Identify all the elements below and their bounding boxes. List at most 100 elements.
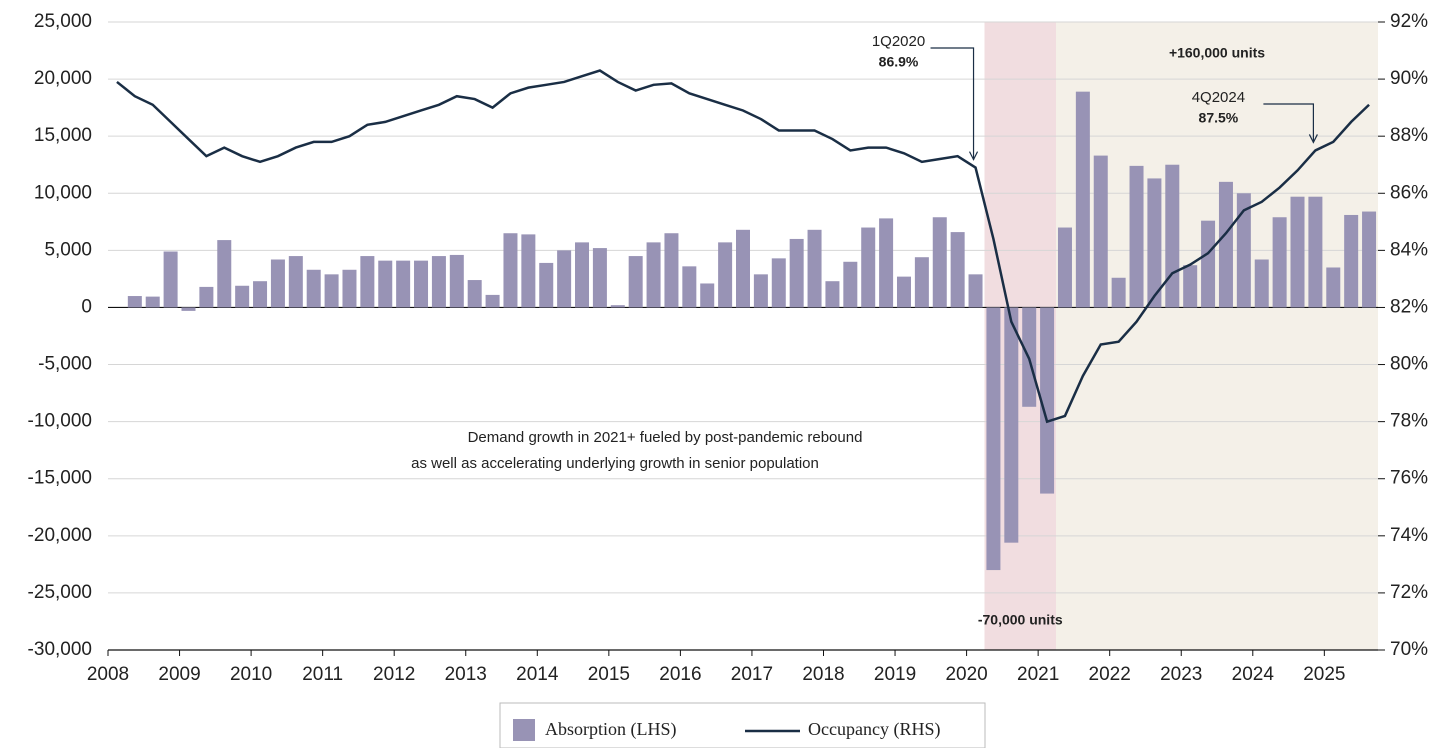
bar (1111, 277, 1126, 308)
x-tick-label: 2017 (731, 664, 773, 685)
y-tick-label: -5,000 (38, 354, 92, 375)
y2-tick-label: 86% (1390, 182, 1428, 203)
bar (700, 283, 715, 308)
bar (1290, 196, 1305, 308)
bar (342, 269, 357, 308)
bar (950, 232, 965, 308)
bar (825, 281, 840, 308)
x-tick-label: 2009 (158, 664, 200, 685)
bar (449, 254, 464, 308)
bar (771, 258, 786, 308)
y2-tick-label: 70% (1390, 639, 1428, 660)
x-tick-label: 2021 (1017, 664, 1059, 685)
y-tick-label: 0 (81, 296, 92, 317)
bar (270, 259, 285, 308)
bar (986, 307, 1001, 571)
bar (396, 260, 411, 308)
annotation-arrow (930, 47, 975, 160)
bar (521, 234, 536, 308)
bar (1147, 178, 1162, 308)
bar (288, 256, 303, 308)
x-tick-label: 2025 (1303, 664, 1345, 685)
bar (306, 269, 321, 308)
y2-tick-label: 90% (1390, 68, 1428, 89)
shaded-region (1056, 22, 1378, 650)
plot (116, 69, 1377, 571)
y2-tick-label: 82% (1390, 296, 1428, 317)
bar (378, 260, 393, 308)
bar (664, 233, 679, 308)
bar (646, 242, 661, 308)
bar (789, 238, 804, 308)
y-tick-label: -20,000 (28, 525, 92, 546)
bar (1183, 265, 1198, 308)
bar (1272, 217, 1287, 308)
y-tick-label: 10,000 (34, 182, 92, 203)
bar (1165, 164, 1180, 308)
y2-tick-label: 84% (1390, 239, 1428, 260)
y2-tick-label: 72% (1390, 582, 1428, 603)
bar (879, 218, 894, 308)
y2-tick-label: 74% (1390, 525, 1428, 546)
bar (1004, 307, 1019, 543)
bar (145, 296, 160, 308)
bar (503, 233, 518, 308)
line (116, 69, 1370, 424)
region-label: +160,000 units (1169, 45, 1265, 61)
annotation: 87.5% (1199, 110, 1239, 126)
y-tick-label: -10,000 (28, 411, 92, 432)
x-tick-label: 2011 (302, 664, 343, 685)
y2-tick-label: 76% (1390, 468, 1428, 489)
bar (1040, 307, 1055, 494)
bar (217, 240, 232, 308)
annotation-arrow (1263, 103, 1314, 143)
legend-box (499, 702, 986, 749)
bar (1326, 267, 1341, 308)
bar (807, 229, 822, 308)
bar (253, 281, 268, 308)
bar (467, 280, 482, 308)
x-tick-label: 2019 (874, 664, 916, 685)
x-tick-label: 2013 (445, 664, 487, 685)
bar (575, 242, 590, 308)
bar (610, 305, 625, 308)
x-tick-label: 2012 (373, 664, 415, 685)
bar (414, 260, 429, 308)
legend-swatch (513, 719, 535, 741)
y-tick-label: 15,000 (34, 125, 92, 146)
x-tick-label: 2023 (1160, 664, 1202, 685)
bar (1201, 220, 1216, 308)
bar (360, 256, 375, 308)
bar (628, 256, 643, 308)
note: Demand growth in 2021+ fueled by post-pa… (468, 429, 863, 446)
x-tick-label: 2018 (802, 664, 844, 685)
bar (932, 217, 947, 308)
bar (1254, 259, 1269, 308)
annotation: 4Q2024 (1192, 89, 1245, 106)
bar (431, 256, 446, 308)
bar (127, 296, 142, 308)
bar (1236, 193, 1251, 308)
bar (896, 276, 911, 308)
bar (861, 227, 876, 308)
bar (557, 250, 572, 308)
x-tick-label: 2024 (1232, 664, 1275, 685)
bar (1362, 211, 1377, 308)
annotation-arrowhead (1308, 134, 1318, 144)
bar (718, 242, 733, 308)
bar (1218, 181, 1233, 308)
bar (736, 229, 750, 308)
x-tick-label: 2015 (588, 664, 630, 685)
bar (163, 251, 178, 308)
legend-label: Absorption (LHS) (545, 719, 677, 740)
bar (324, 274, 339, 308)
y2-tick-label: 88% (1390, 125, 1428, 146)
bar (199, 286, 214, 308)
x-tick-label: 2016 (659, 664, 701, 685)
bar (485, 294, 500, 308)
y-tick-label: 20,000 (34, 68, 92, 89)
annotation: 1Q2020 (872, 33, 925, 50)
x-tick-label: 2010 (230, 664, 272, 685)
y-tick-label: -15,000 (28, 468, 92, 489)
